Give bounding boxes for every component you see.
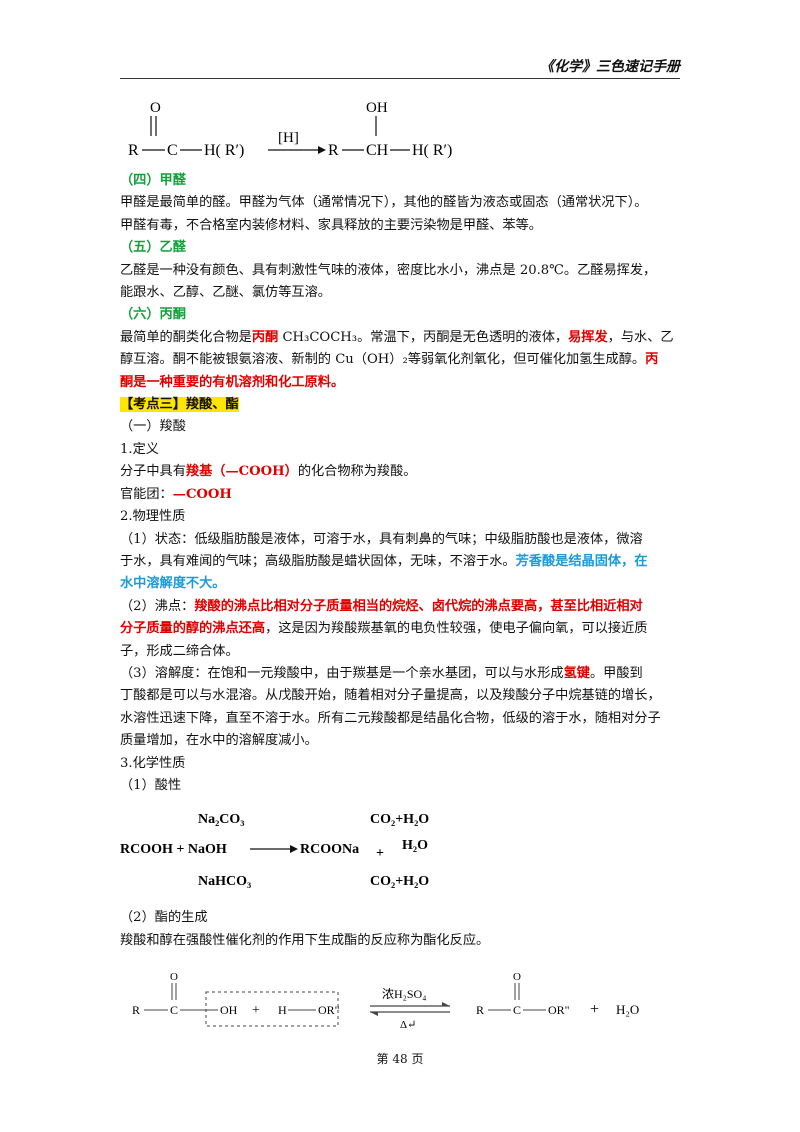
text: 分子中具有 [120,464,186,480]
definition-text: 分子中具有羧基（—COOH）的化合物称为羧酸。 [120,461,680,483]
product-water: H₂O [402,838,428,853]
esterification-reaction-formula: O R C OH + H OR" 浓H₂SO₄ Δ↵ O R C OR" + H… [132,971,639,1031]
hydroxyl: OH [366,100,388,116]
state-line-2: 于水，具有难闻的气味；高级脂肪酸是蜡状固体，无味，不溶于水。芳香酸是结晶固体，在 [120,551,680,573]
boiling-line-3: 子，形成二缔合体。 [120,643,239,659]
r-group-product: R [328,142,339,159]
highlight-volatile: 易挥发 [568,329,608,345]
highlight-boiling: 分子质量的醇的沸点还高 [120,621,266,637]
page-header-title: 《化学》三色速记手册 [540,59,680,75]
text: 。甲酸到 [589,665,643,681]
alkoxy-product: OR" [548,1003,570,1017]
section-5-text-2: 能跟水、乙醇、乙醚、氯仿等互溶。 [120,285,331,301]
water: H₂O [616,1002,639,1017]
r-group-product: R [476,1003,484,1017]
section-6-heading: （六）丙酮 [120,307,186,323]
reagent-na2co3: Na₂CO₃ [198,812,245,827]
boiling-line-1: （2）沸点：羧酸的沸点比相对分子质量相当的烷烃、卤代烷的沸点要高，甚至比相近相对 [120,596,680,618]
text: 官能团： [120,486,173,502]
definition-title: 1.定义 [120,441,159,457]
text: 的化合物称为羧酸。 [297,464,417,480]
acidity-reaction-formula: Na₂CO₃ RCOOH + NaOH RCOONa NaHCO₃ + CO₂+… [120,812,429,889]
text: CH₃COCH₃。常温下，丙酮是无色透明的液体， [278,329,569,345]
plus-sign: + [376,846,384,861]
heat-label: Δ↵ [400,1019,416,1031]
solubility-line-1: （3）溶解度：在饱和一元羧酸中，由于羰基是一个亲水基团，可以与水形成氢键。甲酸到 [120,663,680,685]
carbon-product: C [513,1003,521,1017]
highlight: 丙 [645,352,659,368]
section-5-heading: （五）乙醛 [120,240,186,256]
carbonyl-o: O [170,971,178,983]
carbonyl-o: O [150,100,161,116]
plus-1: + [252,1003,260,1018]
highlight-aromatic: 芳香酸是结晶固体，在 [515,553,648,569]
hydroxyl: OH [220,1003,238,1017]
text: （3）溶解度：在饱和一元羧酸中，由于羰基是一个亲水基团，可以与水形成 [120,665,564,681]
page-number: 第 48 页 [376,1052,424,1066]
highlight-cooh: —COOH [172,486,232,502]
chemical-properties-title: 3.化学性质 [120,755,186,771]
section-5-text-1: 乙醛是一种没有颜色、具有刺激性气味的液体，密度比水小，沸点是 20.8℃。乙醛易… [120,262,657,278]
alkoxy: OR" [318,1003,340,1017]
highlight-hbond: 氢键 [563,665,590,681]
reagent-nahco3: NaHCO₃ [198,874,251,889]
functional-group: 官能团：—COOH [120,484,680,506]
carbon: C [170,1003,178,1017]
section-4-heading: （四）甲醛 [120,173,186,188]
product-salt: RCOONa [300,842,359,857]
solubility-line-2: 丁酸都是可以与水混溶。从戊酸开始，随着相对分子量提高，以及羧酸分子中烷基链的增长… [120,688,661,704]
product-co2-water-top: CO₂+H₂O [370,812,429,827]
esterification-title: （2）酯的生成 [120,910,208,926]
product-co2-water-bottom: CO₂+H₂O [370,874,429,889]
text: ，这是因为羧酸羰基氧的电负性较强，使电子偏向氧，可以接近质 [265,621,648,637]
state-line-3: 水中溶解度不大。 [120,576,226,592]
text: 最简单的酮类化合物是 [120,329,252,345]
carbon: C [167,142,178,159]
hydrogen: H [278,1003,287,1017]
acidity-title: （1）酸性 [120,777,182,793]
boiling-line-2: 分子质量的醇的沸点还高，这是因为羧酸羰基氧的电负性较强，使电子偏向氧，可以接近质 [120,618,680,640]
plus-2: + [590,1001,599,1018]
page-content: O R C H( R′) [H] R OH CH H( R′) （四）甲醛 甲醛… [120,100,680,1042]
esterification-definition: 羧酸和醇在强酸性催化剂的作用下生成酯的反应称为酯化反应。 [120,932,490,948]
section-4-text-2: 甲醛有毒，不合格室内装修材料、家具释放的主要污染物是甲醛、苯等。 [120,217,542,233]
section-6-line-2: 醇互溶。酮不能被银氨溶液、新制的 Cu（OH）₂等弱氧化剂氧化，但可催化加氢生成… [120,349,680,371]
section-6-line-1: 最简单的酮类化合物是丙酮 CH₃COCH₃。常温下，丙酮是无色透明的液体，易挥发… [120,327,680,349]
text: ，与水、乙 [607,329,674,345]
reactants: RCOOH + NaOH [120,842,227,857]
physical-properties-title: 2.物理性质 [120,509,186,525]
reduction-reaction-formula: O R C H( R′) [H] R OH CH H( R′) [128,100,452,159]
r-group: R [132,1003,140,1017]
header-rule [120,78,680,79]
solubility-line-3: 水溶性迅速下降，直至不溶于水。所有二元羧酸都是结晶化合物，低级的溶于水，随相对分… [120,710,661,726]
h-rprime-product: H( R′) [412,142,452,159]
h-rprime: H( R′) [204,142,244,159]
r-group: R [128,142,139,159]
carboxylic-acid-subheading: （一）羧酸 [120,419,186,435]
reducing-reagent: [H] [278,130,299,146]
section-6-line-3: 酮是一种重要的有机溶剂和化工原料。 [120,374,345,390]
highlight-boiling: 羧酸的沸点比相对分子质量相当的烷烃、卤代烷的沸点要高，甚至比相近相对 [194,598,643,614]
section-4-text-1: 甲醛是最简单的醛。甲醛为气体（通常情况下），其他的醛皆为液态或固态（通常状况下）… [120,195,648,211]
catalyst-label: 浓H₂SO₄ [382,987,426,1001]
highlight-acetone: 丙酮 [251,329,279,345]
solubility-line-4: 质量增加，在水中的溶解度减小。 [120,733,318,749]
state-line-1: （1）状态：低级脂肪酸是液体，可溶于水，具有刺鼻的气味；中级脂肪酸也是液体，微溶 [120,531,643,547]
text: （2）沸点： [120,598,195,614]
carbonyl-o-product: O [513,971,521,983]
text: 醇互溶。酮不能被银氨溶液、新制的 Cu（OH）₂等弱氧化剂氧化，但可催化加氢生成… [120,352,646,368]
text: 于水，具有难闻的气味；高级脂肪酸是蜡状固体，无味，不溶于水。 [120,553,516,569]
key-point-3-heading: 【考点三】羧酸、酯 [120,397,239,413]
highlight-carboxyl: 羧基（—COOH） [185,464,298,480]
ch: CH [366,142,389,159]
